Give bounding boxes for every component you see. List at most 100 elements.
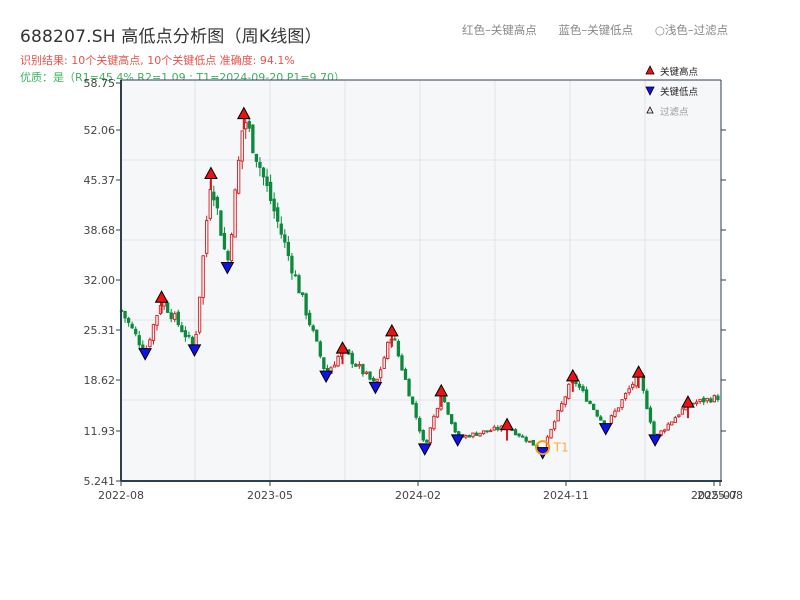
color-legend: 红色–关键高点 蓝色–关键低点 ○浅色–过滤点 (462, 22, 728, 38)
candle-body (631, 383, 635, 389)
candle-body (265, 176, 269, 187)
key-low-icon (450, 434, 465, 447)
candle-body (623, 392, 628, 400)
candle-body (244, 122, 248, 130)
candle-body (371, 377, 376, 382)
candle-body (194, 333, 198, 346)
candle-body (197, 296, 202, 333)
candle-body (258, 161, 262, 168)
candle-body (336, 355, 340, 367)
candle-body (123, 310, 127, 319)
candle-body (236, 159, 241, 194)
candle-body (379, 369, 383, 379)
candle-body (183, 330, 188, 338)
candle-body (396, 340, 401, 357)
key-high-icon (631, 365, 646, 378)
candle-body (187, 334, 191, 337)
candle-body (308, 312, 312, 326)
candle-body (450, 414, 454, 424)
y-tick-label: 5.241 (84, 475, 116, 488)
candle-body (176, 311, 180, 326)
candle-body (315, 329, 319, 342)
candle-body (464, 434, 468, 438)
candle-body (531, 439, 535, 446)
candle-body (666, 423, 670, 431)
candle-body (648, 407, 653, 423)
candle-body (627, 388, 631, 394)
chart-title: 688207.SH 高低点分析图（周K线图） (20, 27, 322, 47)
candle-body (705, 397, 709, 402)
candle-body (581, 386, 585, 392)
key-low-icon (648, 434, 662, 447)
key-high-icon (385, 323, 399, 337)
legend-light-filtered: ○浅色–过滤点 (654, 23, 729, 37)
key-point-markers: T1 (138, 106, 695, 460)
candle-body (190, 336, 195, 345)
candle-body (212, 191, 216, 201)
y-tick-label: 32.00 (84, 274, 116, 287)
candle-body (151, 324, 156, 341)
candle-body (276, 207, 280, 222)
candle-body (709, 398, 713, 403)
candle-body (318, 341, 322, 357)
key-high-icon (335, 341, 350, 354)
candle-body (521, 435, 525, 438)
candle-body (712, 395, 717, 403)
candle-body (432, 415, 436, 430)
x-tick-label: 2025-08 (697, 489, 743, 502)
y-tick-label: 25.31 (84, 324, 116, 337)
x-tick-label: 2022-08 (98, 489, 144, 502)
candle-body (673, 417, 677, 423)
candle-body (446, 402, 450, 415)
candle-body (169, 312, 173, 320)
candle-body (173, 313, 177, 320)
candle-body (403, 369, 408, 380)
candle-body (208, 189, 212, 219)
candle-body (386, 341, 390, 359)
t1-circle-icon (535, 440, 551, 456)
candle-body (613, 410, 617, 417)
candle-body (297, 275, 301, 294)
y-tick-label: 38.68 (84, 224, 116, 237)
t1-label: T1 (553, 441, 569, 455)
candle-body (368, 371, 372, 380)
candle-body (453, 422, 457, 433)
key-low-icon (220, 261, 235, 275)
candle-body (485, 430, 489, 433)
candle-body (300, 292, 305, 296)
candle-body (418, 417, 422, 432)
candle-body (322, 357, 326, 370)
candle-body (219, 210, 223, 236)
candle-body (677, 414, 681, 418)
key-high-icon (681, 395, 695, 408)
candle-body (716, 395, 720, 401)
candle-body (474, 432, 479, 436)
candle-body (290, 255, 294, 274)
candle-body (357, 364, 361, 367)
candle-body (180, 325, 184, 333)
candle-body (226, 251, 230, 261)
candle-body (293, 274, 298, 277)
candle-body (400, 355, 404, 371)
legend-filtered-label: 过滤点 (660, 106, 689, 118)
candle-body (215, 196, 219, 209)
candle-body (332, 364, 337, 368)
candle-body (556, 410, 560, 422)
y-tick-label: 52.06 (84, 124, 116, 137)
candle-body (364, 371, 369, 374)
candle-body (375, 378, 379, 382)
candle-body (283, 234, 287, 243)
candle-body (201, 255, 205, 298)
plot-area (121, 80, 721, 481)
candle-body (489, 430, 493, 433)
key-high-icon (154, 290, 169, 303)
candle-body (130, 323, 134, 329)
key-low-icon (319, 370, 333, 384)
gridlines (121, 80, 721, 481)
key-high-icon (565, 368, 580, 382)
candle-body (563, 396, 567, 405)
candle-body (467, 435, 472, 438)
y-tick-label: 11.93 (84, 425, 116, 438)
candle-body (620, 399, 624, 408)
